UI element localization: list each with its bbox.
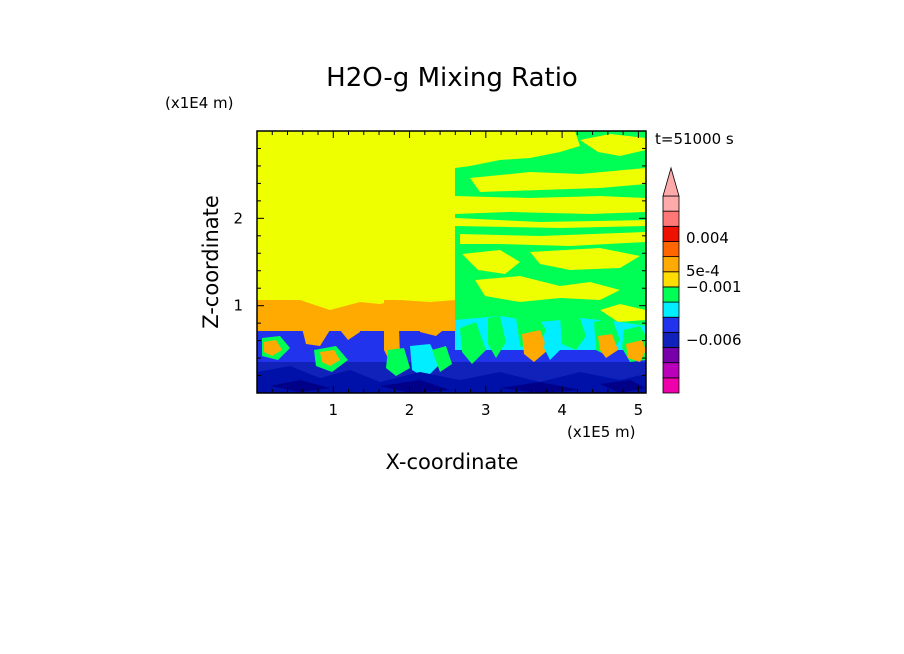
- colorbar-swatch: [662, 377, 680, 394]
- colorbar-swatch: [662, 195, 680, 212]
- colorbar-label: −0.006: [686, 331, 742, 349]
- x-tick-label: 4: [557, 401, 567, 419]
- colorbar-swatch: [662, 210, 680, 227]
- x-tick-label: 1: [329, 401, 339, 419]
- y-tick-label: 2: [233, 209, 243, 227]
- colorbar-swatch: [662, 347, 680, 364]
- x-tick-label: 2: [405, 401, 415, 419]
- colorbar-swatch: [662, 362, 680, 379]
- time-label: t=51000 s: [655, 130, 734, 148]
- colorbar-swatch: [662, 241, 680, 258]
- colorbar-swatch: [662, 301, 680, 318]
- plot-frame: [256, 130, 647, 394]
- heatmap-field: [257, 131, 646, 393]
- colorbar-swatch: [662, 316, 680, 333]
- colorbar-swatch: [662, 331, 680, 348]
- region-upper-left: [257, 131, 455, 331]
- x-axis: 1 2 3 4 5: [271, 131, 644, 419]
- chart-title: H2O-g Mixing Ratio: [326, 63, 578, 93]
- y-axis: 12: [233, 147, 646, 377]
- colorbar-label: 0.004: [686, 229, 729, 247]
- colorbar-swatch: [662, 271, 680, 288]
- colorbar-extend-arrow: [662, 166, 680, 197]
- x-tick-label: 5: [634, 401, 644, 419]
- colorbar-label: 5e-4: [686, 262, 720, 280]
- y-unit-label: (x1E4 m): [165, 94, 234, 112]
- colorbar-swatch: [662, 286, 680, 303]
- x-tick-label: 3: [481, 401, 491, 419]
- y-tick-label: 1: [233, 297, 243, 315]
- colorbar: 0.004 5e-4−0.001 −0.006: [662, 166, 742, 394]
- colorbar-label: −0.001: [686, 278, 742, 296]
- colorbar-swatch: [662, 256, 680, 273]
- colorbar-swatch: [662, 225, 680, 242]
- x-unit-label: (x1E5 m): [567, 423, 636, 441]
- y-axis-label: Z-coordinate: [199, 195, 223, 329]
- x-axis-label: X-coordinate: [386, 450, 519, 474]
